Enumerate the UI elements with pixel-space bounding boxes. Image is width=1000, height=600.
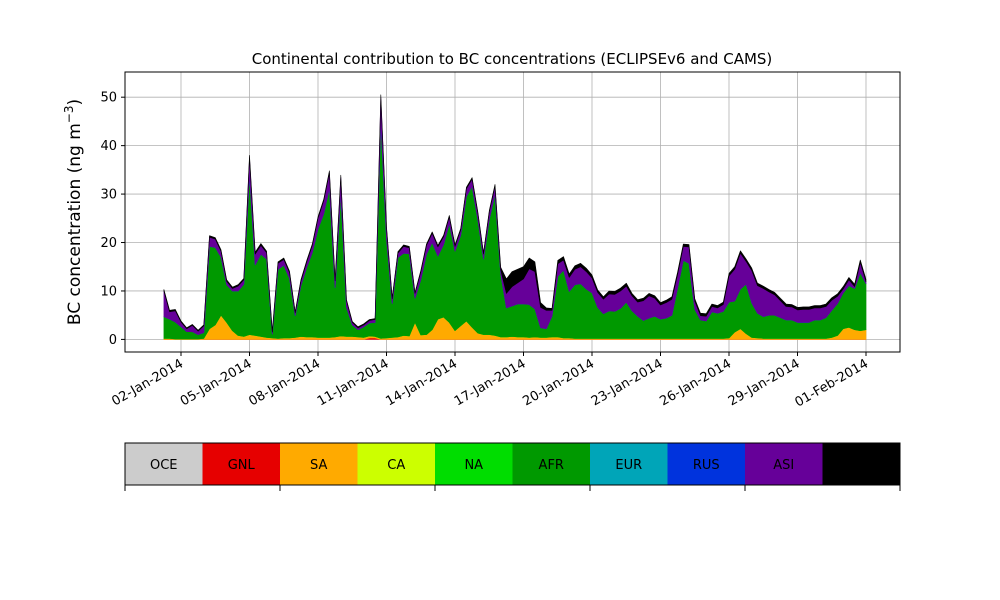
- y-tick-label: 20: [100, 236, 117, 251]
- legend-label-oce: OCE: [150, 458, 178, 473]
- legend-swatch-oce: [125, 443, 203, 485]
- plot-frame: [124, 71, 901, 353]
- legend-swatch-aus: [822, 443, 900, 485]
- legend-label-rus: RUS: [693, 458, 720, 473]
- legend-swatch-afr: [512, 443, 590, 485]
- y-tick-label: 0: [109, 333, 117, 348]
- legend-swatch-sa: [280, 443, 358, 485]
- legend-swatch-na: [435, 443, 513, 485]
- legend-label-sa: SA: [310, 458, 327, 473]
- legend-label-aus: AUS: [848, 458, 875, 473]
- legend-swatch-asi: [745, 443, 823, 485]
- legend-label-afr: AFR: [539, 458, 564, 473]
- y-tick-label: 10: [100, 284, 117, 299]
- y-axis-ticks: 0 10 20 30 40 50: [100, 91, 125, 348]
- y-tick-label: 50: [100, 91, 117, 106]
- legend-swatch-gnl: [202, 443, 280, 485]
- y-tick-label: 40: [100, 139, 117, 154]
- chart-title: Continental contribution to BC concentra…: [252, 50, 773, 68]
- legend-label-gnl: GNL: [228, 458, 256, 473]
- legend-swatch-ca: [357, 443, 435, 485]
- legend-swatch-rus: [667, 443, 745, 485]
- legend-swatch-eur: [590, 443, 668, 485]
- legend-label-asi: ASI: [773, 458, 794, 473]
- legend-label-eur: EUR: [615, 458, 642, 473]
- legend-frame: [124, 442, 901, 486]
- stacked-areas: [163, 94, 867, 340]
- region-colorbar-legend: OCE GNL SA CA NA AFR EUR RUS ASI AUS: [124, 442, 901, 491]
- y-tick-label: 30: [100, 188, 117, 203]
- legend-label-ca: CA: [387, 458, 405, 473]
- y-axis-label: BC concentration (ng m−3): [62, 99, 85, 325]
- area-aus: [163, 94, 867, 333]
- legend-label-na: NA: [464, 458, 483, 473]
